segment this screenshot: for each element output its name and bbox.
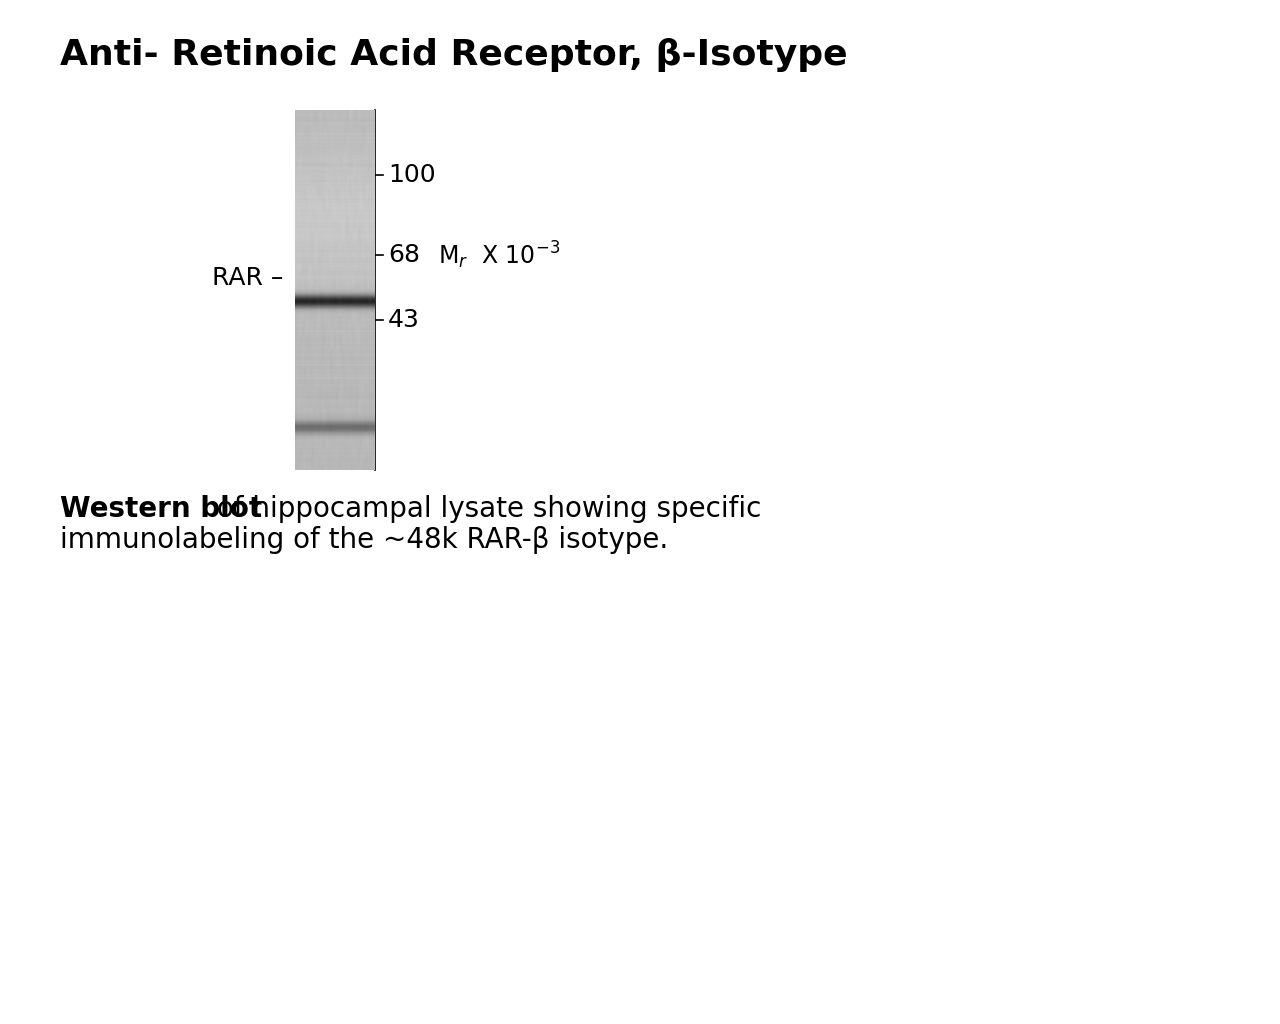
Text: Western blot: Western blot: [60, 495, 262, 523]
Text: of hippocampal lysate showing specific: of hippocampal lysate showing specific: [207, 495, 762, 523]
Text: immunolabeling of the ~48k RAR-β isotype.: immunolabeling of the ~48k RAR-β isotype…: [60, 526, 668, 554]
Text: RAR –: RAR –: [211, 266, 283, 290]
Text: M$_r$  X 10$^{-3}$: M$_r$ X 10$^{-3}$: [438, 240, 561, 270]
Text: 43: 43: [388, 308, 420, 332]
Text: 100: 100: [388, 163, 435, 187]
Text: 68: 68: [388, 243, 420, 267]
Text: Anti- Retinoic Acid Receptor, β-Isotype: Anti- Retinoic Acid Receptor, β-Isotype: [60, 38, 847, 72]
